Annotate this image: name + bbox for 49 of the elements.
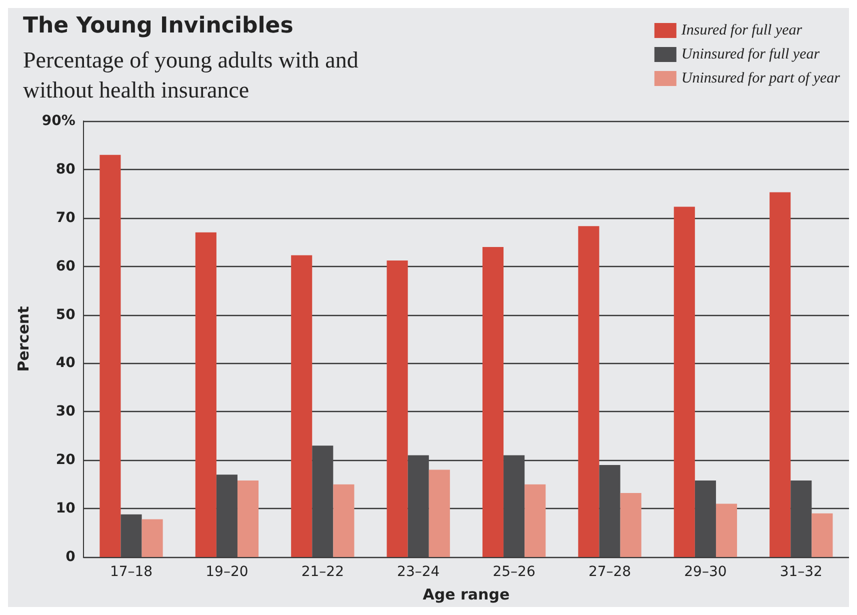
y-tick-label: 50 xyxy=(56,306,76,323)
x-axis-title: Age range xyxy=(422,586,510,604)
bar xyxy=(237,480,259,557)
x-tick-label: 19–20 xyxy=(206,564,248,580)
x-tick-label: 25–26 xyxy=(492,564,536,580)
x-tick-label: 23–24 xyxy=(397,564,440,580)
bar xyxy=(578,226,600,557)
y-tick-label: 30 xyxy=(56,404,76,420)
bar xyxy=(100,154,121,557)
bar xyxy=(770,192,791,557)
bar xyxy=(120,514,142,557)
bar xyxy=(694,480,716,557)
bar xyxy=(428,470,450,557)
bar xyxy=(386,260,408,557)
bar xyxy=(620,493,642,557)
y-tick-label: 90% xyxy=(42,113,76,129)
y-tick-label: 70 xyxy=(56,210,76,226)
y-tick-label: 10 xyxy=(56,500,76,517)
y-tick-label: 80 xyxy=(56,161,76,178)
bar xyxy=(216,474,238,557)
legend-label: Uninsured for full year xyxy=(681,46,820,62)
x-tick-label: 21–22 xyxy=(301,564,344,580)
bar xyxy=(524,484,546,557)
chart-subtitle: Percentage of young adults with and without health insurance xyxy=(23,48,359,102)
x-tick-label: 27–28 xyxy=(588,564,632,580)
bar xyxy=(790,480,812,557)
x-tick-label: 29–30 xyxy=(684,564,727,580)
bar xyxy=(504,455,525,557)
bar xyxy=(312,446,334,557)
y-axis-title: Percent xyxy=(14,306,32,372)
bar xyxy=(599,464,620,557)
bar xyxy=(408,455,429,557)
legend-label: Insured for full year xyxy=(680,22,802,38)
x-tick-label: 17–18 xyxy=(110,564,153,580)
y-tick-label: 0 xyxy=(66,549,76,565)
y-tick-label: 60 xyxy=(56,258,76,274)
bar xyxy=(674,206,695,557)
bar xyxy=(195,232,216,557)
bar xyxy=(291,255,312,557)
x-tick-label: 31–32 xyxy=(780,564,822,580)
legend-label: Uninsured for part of year xyxy=(681,70,840,86)
bar xyxy=(716,504,738,557)
bar xyxy=(333,484,354,557)
y-tick-label: 40 xyxy=(56,355,76,372)
bar xyxy=(142,519,163,557)
bar xyxy=(812,513,833,557)
chart-title: The Young Invincibles xyxy=(23,14,294,38)
bar xyxy=(482,246,504,557)
y-tick-label: 20 xyxy=(56,452,76,468)
